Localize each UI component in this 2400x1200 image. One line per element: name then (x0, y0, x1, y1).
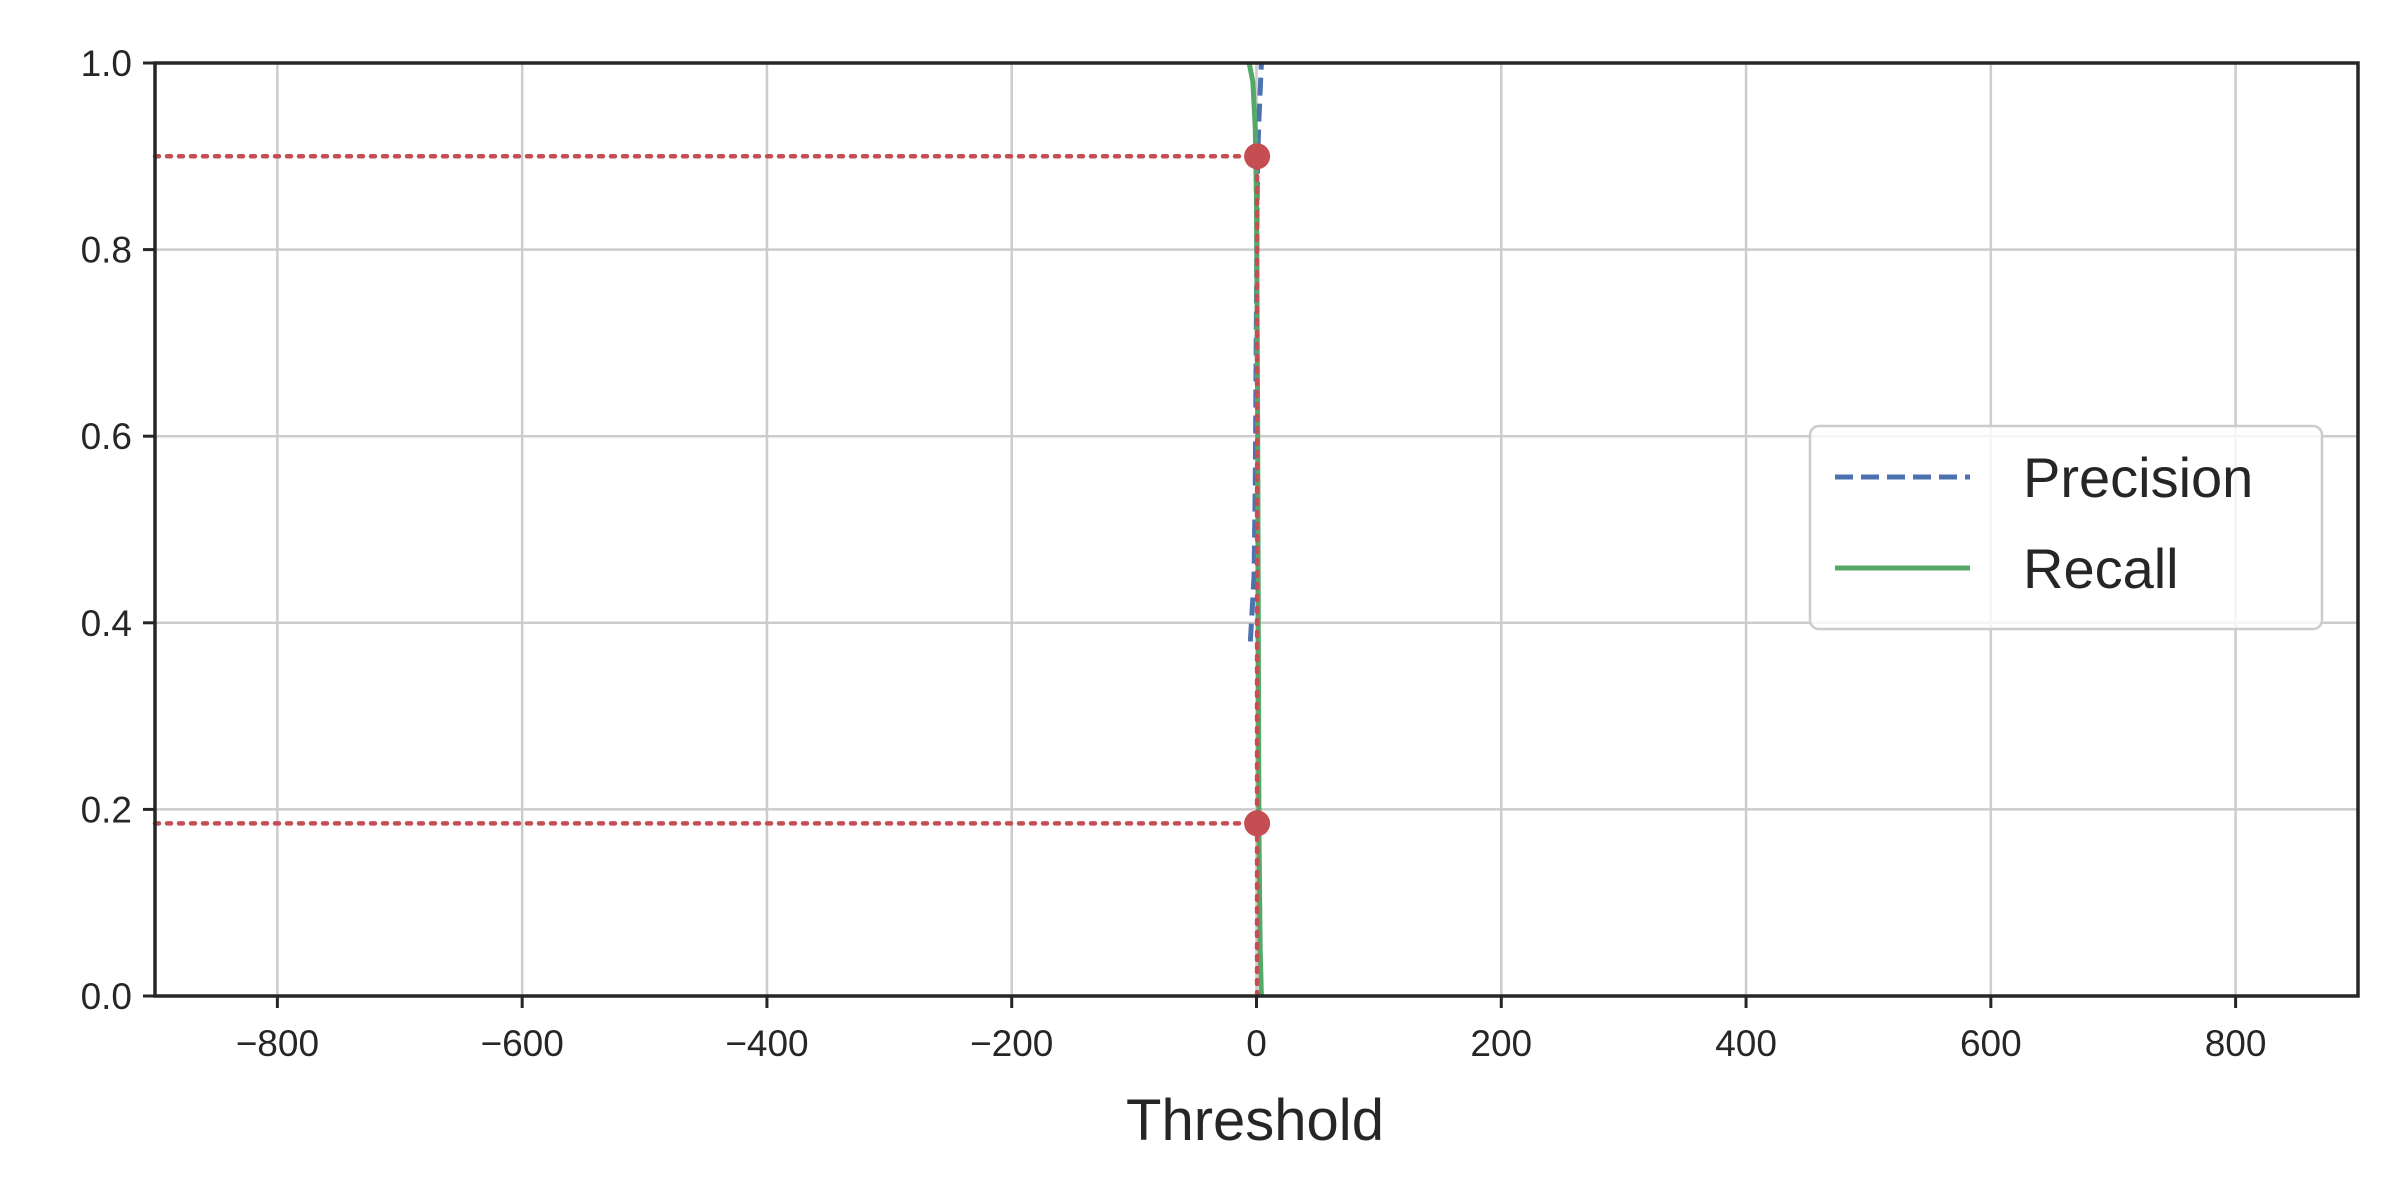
x-tick-label-minus-400: −400 (725, 1023, 808, 1064)
marker-point-1 (1244, 810, 1271, 837)
x-tick-label-minus-200: −200 (970, 1023, 1053, 1064)
y-tick-label-0-6: 0.6 (81, 416, 132, 457)
axis-ticks: −800 −600 −400 −200 0 200 400 600 800 0.0 0.2 0.4 0.… (81, 43, 2267, 1064)
x-tick-label-minus-600: −600 (480, 1023, 563, 1064)
legend-box (1808, 424, 2324, 631)
x-tick-label-600: 600 (1960, 1023, 2022, 1064)
x-axis-title: Threshold (1126, 1088, 1384, 1153)
x-tick-label-800: 800 (2205, 1023, 2267, 1064)
y-tick-label-0-2: 0.2 (81, 789, 132, 830)
legend: Precision Recall (1808, 424, 2324, 631)
y-tick-label-0-8: 0.8 (81, 230, 132, 271)
y-tick-label-0-4: 0.4 (81, 603, 132, 644)
marker-point-0 (1244, 143, 1271, 170)
legend-label-recall: Recall (2023, 537, 2179, 600)
x-tick-label-200: 200 (1470, 1023, 1532, 1064)
y-tick-label-1-0: 1.0 (81, 43, 132, 84)
x-tick-label-minus-800: −800 (236, 1023, 319, 1064)
y-tick-label-0-0: 0.0 (81, 976, 132, 1017)
x-tick-label-400: 400 (1715, 1023, 1777, 1064)
annotation-layer (152, 143, 1271, 999)
x-tick-label-0: 0 (1246, 1023, 1267, 1064)
legend-label-precision: Precision (2023, 446, 2253, 509)
